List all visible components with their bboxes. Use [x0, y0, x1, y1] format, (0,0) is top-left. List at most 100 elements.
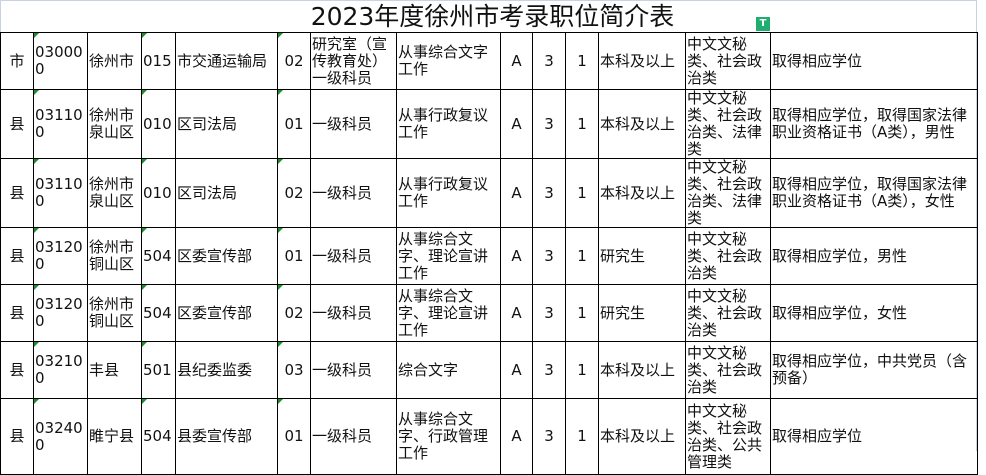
cell-major[interactable]: 中文文秘类、社会政治类 [685, 341, 771, 399]
cell-major[interactable]: 中文文秘类、社会政治类 [685, 284, 771, 342]
cell-job-duties[interactable]: 从事综合文字、行政管理工作 [396, 398, 501, 475]
cell-education[interactable]: 本科及以上 [598, 32, 686, 90]
cell-level[interactable]: 市 [0, 32, 34, 90]
cell-region-code[interactable]: 032100 [33, 341, 88, 399]
cell-level[interactable]: 县 [0, 341, 34, 399]
cell-unit-name[interactable]: 区委宣传部 [175, 227, 278, 285]
cell-level[interactable]: 县 [0, 158, 34, 228]
cell-hire-count[interactable]: 1 [565, 32, 599, 90]
cell-other-requirements[interactable]: 取得相应学位，女性 [770, 284, 978, 342]
cell-region[interactable]: 徐州市泉山区 [87, 158, 142, 228]
cell-unit-code[interactable]: 010 [141, 89, 176, 159]
table-row: 县 031100 徐州市泉山区 010 区司法局 01 一级科员 从事行政复议工作 A 3 1 本科及… [0, 89, 978, 159]
cell-region-code[interactable]: 031100 [33, 89, 88, 159]
cell-unit-code[interactable]: 010 [141, 158, 176, 228]
cell-unit-code[interactable]: 501 [141, 341, 176, 399]
cell-region-code[interactable]: 031100 [33, 158, 88, 228]
cell-position-name[interactable]: 一级科员 [310, 341, 397, 399]
cell-job-duties[interactable]: 从事行政复议工作 [396, 89, 501, 159]
filter-icon[interactable]: T [756, 17, 770, 31]
cell-level[interactable]: 县 [0, 89, 34, 159]
cell-hire-count[interactable]: 1 [565, 341, 599, 399]
cell-major[interactable]: 中文文秘类、社会政治类 [685, 227, 771, 285]
cell-exam-ratio[interactable]: 3 [532, 341, 566, 399]
cell-position-code[interactable]: 02 [277, 158, 311, 228]
cell-education[interactable]: 本科及以上 [598, 89, 686, 159]
cell-hire-count[interactable]: 1 [565, 398, 599, 475]
cell-position-name[interactable]: 一级科员 [310, 158, 397, 228]
cell-job-duties[interactable]: 从事综合文字、理论宣讲工作 [396, 284, 501, 342]
cell-region[interactable]: 睢宁县 [87, 398, 142, 475]
cell-position-code[interactable]: 02 [277, 32, 311, 90]
cell-position-name[interactable]: 研究室（宣传教育处）一级科员 [310, 32, 397, 90]
cell-hire-count[interactable]: 1 [565, 89, 599, 159]
cell-major[interactable]: 中文文秘类、社会政治类 [685, 32, 771, 90]
cell-unit-name[interactable]: 县纪委监委 [175, 341, 278, 399]
cell-exam-category[interactable]: A [500, 341, 533, 399]
cell-unit-code[interactable]: 504 [141, 398, 176, 475]
cell-position-name[interactable]: 一级科员 [310, 227, 397, 285]
cell-unit-name[interactable]: 区司法局 [175, 158, 278, 228]
cell-unit-name[interactable]: 市交通运输局 [175, 32, 278, 90]
cell-exam-ratio[interactable]: 3 [532, 284, 566, 342]
cell-region-code[interactable]: 030000 [33, 32, 88, 90]
cell-exam-category[interactable]: A [500, 227, 533, 285]
cell-exam-ratio[interactable]: 3 [532, 158, 566, 228]
cell-exam-ratio[interactable]: 3 [532, 398, 566, 475]
cell-level[interactable]: 县 [0, 284, 34, 342]
cell-level[interactable]: 县 [0, 227, 34, 285]
cell-education[interactable]: 本科及以上 [598, 158, 686, 228]
cell-unit-name[interactable]: 区委宣传部 [175, 284, 278, 342]
cell-unit-name[interactable]: 县委宣传部 [175, 398, 278, 475]
cell-unit-code[interactable]: 504 [141, 227, 176, 285]
cell-job-duties[interactable]: 从事行政复议工作 [396, 158, 501, 228]
cell-position-code[interactable]: 01 [277, 89, 311, 159]
cell-level[interactable]: 县 [0, 398, 34, 475]
cell-position-name[interactable]: 一级科员 [310, 89, 397, 159]
cell-unit-code[interactable]: 504 [141, 284, 176, 342]
cell-position-code[interactable]: 01 [277, 227, 311, 285]
cell-position-name[interactable]: 一级科员 [310, 284, 397, 342]
cell-hire-count[interactable]: 1 [565, 284, 599, 342]
cell-exam-category[interactable]: A [500, 158, 533, 228]
cell-exam-category[interactable]: A [500, 398, 533, 475]
cell-exam-category[interactable]: A [500, 32, 533, 90]
cell-region[interactable]: 徐州市铜山区 [87, 284, 142, 342]
cell-region[interactable]: 丰县 [87, 341, 142, 399]
cell-position-code[interactable]: 02 [277, 284, 311, 342]
cell-region[interactable]: 徐州市 [87, 32, 142, 90]
cell-region-code[interactable]: 031200 [33, 227, 88, 285]
cell-exam-category[interactable]: A [500, 284, 533, 342]
cell-job-duties[interactable]: 从事综合文字、理论宣讲工作 [396, 227, 501, 285]
cell-unit-code[interactable]: 015 [141, 32, 176, 90]
cell-job-duties[interactable]: 综合文字 [396, 341, 501, 399]
cell-position-name[interactable]: 一级科员 [310, 398, 397, 475]
cell-position-code[interactable]: 01 [277, 398, 311, 475]
cell-other-requirements[interactable]: 取得相应学位，男性 [770, 227, 978, 285]
cell-hire-count[interactable]: 1 [565, 158, 599, 228]
cell-education[interactable]: 本科及以上 [598, 398, 686, 475]
cell-region-code[interactable]: 031200 [33, 284, 88, 342]
cell-exam-ratio[interactable]: 3 [532, 227, 566, 285]
cell-job-duties[interactable]: 从事综合文字工作 [396, 32, 501, 90]
cell-education[interactable]: 研究生 [598, 284, 686, 342]
cell-education[interactable]: 本科及以上 [598, 341, 686, 399]
cell-position-code[interactable]: 03 [277, 341, 311, 399]
cell-region[interactable]: 徐州市铜山区 [87, 227, 142, 285]
cell-other-requirements[interactable]: 取得相应学位，取得国家法律职业资格证书（A类），女性 [770, 158, 978, 228]
cell-other-requirements[interactable]: 取得相应学位 [770, 398, 978, 475]
cell-education[interactable]: 研究生 [598, 227, 686, 285]
cell-other-requirements[interactable]: 取得相应学位，中共党员（含预备） [770, 341, 978, 399]
cell-region-code[interactable]: 032400 [33, 398, 88, 475]
cell-region[interactable]: 徐州市泉山区 [87, 89, 142, 159]
cell-exam-ratio[interactable]: 3 [532, 89, 566, 159]
cell-unit-name[interactable]: 区司法局 [175, 89, 278, 159]
cell-major[interactable]: 中文文秘类、社会政治类、法律类 [685, 89, 771, 159]
cell-hire-count[interactable]: 1 [565, 227, 599, 285]
cell-major[interactable]: 中文文秘类、社会政治类、公共管理类 [685, 398, 771, 475]
cell-other-requirements[interactable]: 取得相应学位 [770, 32, 978, 90]
cell-exam-ratio[interactable]: 3 [532, 32, 566, 90]
cell-major[interactable]: 中文文秘类、社会政治类、法律类 [685, 158, 771, 228]
cell-other-requirements[interactable]: 取得相应学位，取得国家法律职业资格证书（A类），男性 [770, 89, 978, 159]
cell-exam-category[interactable]: A [500, 89, 533, 159]
